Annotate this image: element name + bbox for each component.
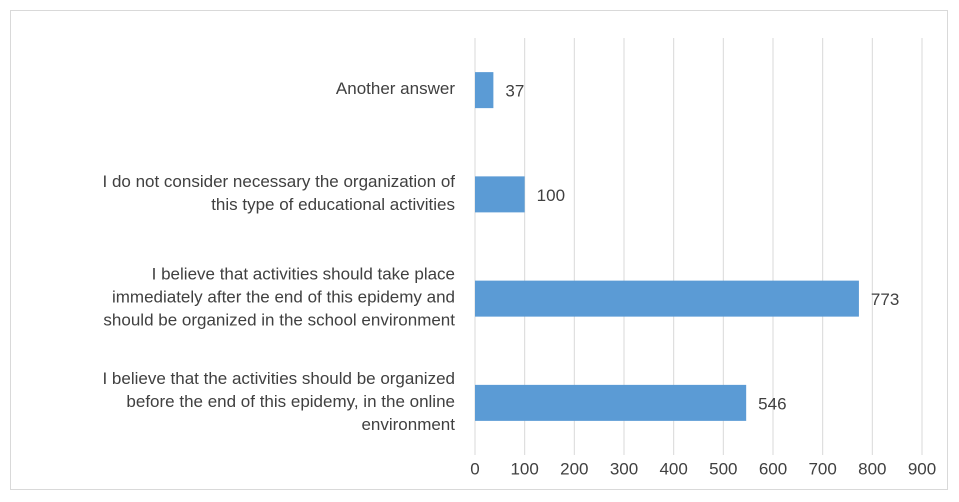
label-line: I do not consider necessary the organiza… [103, 172, 456, 191]
x-tick-label: 300 [610, 459, 638, 478]
label-line: environment [361, 415, 455, 434]
bar [475, 384, 747, 421]
x-tick-label: 800 [858, 459, 886, 478]
y-tick-label: I believe that activities should take pl… [103, 265, 455, 330]
x-tick-label: 900 [908, 459, 936, 478]
label-line: immediately after the end of this epidem… [112, 288, 455, 307]
value-label: 100 [537, 186, 565, 205]
y-tick-label: Another answer [336, 80, 455, 99]
value-label: 546 [758, 394, 786, 413]
bar [475, 176, 525, 213]
x-tick-label: 400 [659, 459, 687, 478]
bar [475, 280, 859, 317]
label-line: should be organized in the school enviro… [103, 311, 455, 330]
label-line: I believe that the activities should be … [102, 369, 455, 388]
label-line: before the end of this epidemy, in the o… [126, 392, 455, 411]
label-line: Another answer [336, 80, 455, 99]
x-tick-label: 600 [759, 459, 787, 478]
bar [475, 72, 494, 109]
x-tick-label: 0 [470, 459, 479, 478]
label-line: I believe that activities should take pl… [152, 265, 455, 284]
y-tick-label: I do not consider necessary the organiza… [103, 172, 456, 214]
x-tick-label: 100 [510, 459, 538, 478]
x-tick-label: 200 [560, 459, 588, 478]
x-tick-label: 500 [709, 459, 737, 478]
y-tick-label: I believe that the activities should be … [102, 369, 455, 434]
value-label: 37 [505, 82, 524, 101]
x-tick-label: 700 [808, 459, 836, 478]
label-line: this type of educational activities [211, 195, 455, 214]
value-label: 773 [871, 290, 899, 309]
